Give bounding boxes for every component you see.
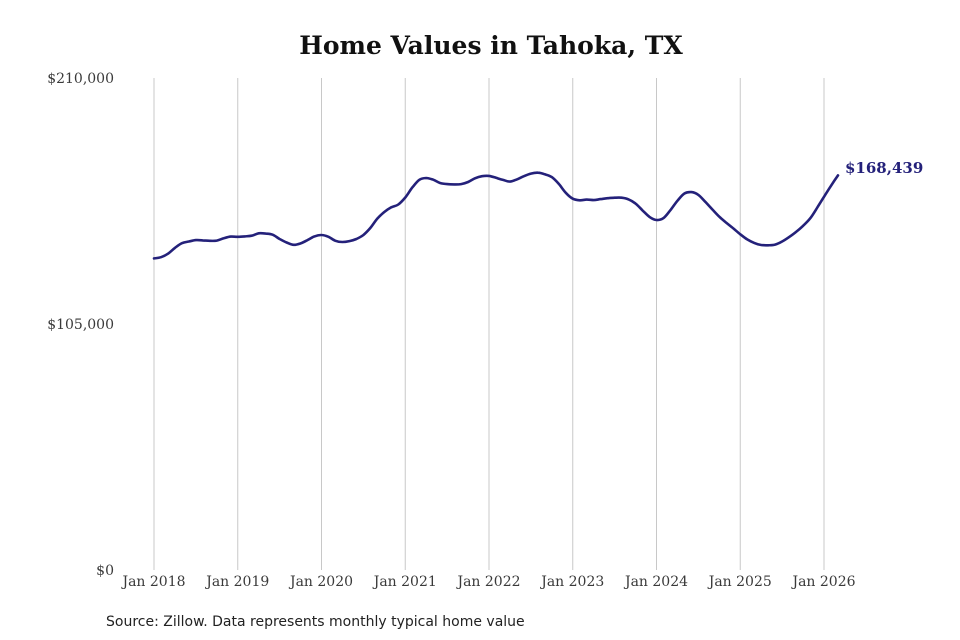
y-tick-label: $0 xyxy=(96,563,114,579)
y-tick-label: $210,000 xyxy=(47,71,114,87)
grid xyxy=(153,78,825,570)
source-note: Source: Zillow. Data represents monthly … xyxy=(106,614,525,630)
x-tick-label: Jan 2026 xyxy=(790,574,855,590)
x-tick-label: Jan 2022 xyxy=(455,574,520,590)
y-axis: $0 $105,000 $210,000 xyxy=(47,71,114,579)
x-tick-label: Jan 2019 xyxy=(204,574,269,590)
x-tick-label: Jan 2021 xyxy=(372,574,437,590)
x-axis: Jan 2018 Jan 2019 Jan 2020 Jan 2021 Jan 2022… xyxy=(120,574,855,590)
chart-title: Home Values in Tahoka, TX xyxy=(299,31,683,60)
end-value-label: $168,439 xyxy=(845,159,923,177)
x-tick-label: Jan 2018 xyxy=(120,574,185,590)
x-tick-label: Jan 2025 xyxy=(707,574,772,590)
series-group xyxy=(152,171,840,260)
series-line-0 xyxy=(152,171,840,260)
x-tick-label: Jan 2020 xyxy=(288,574,353,590)
x-tick-label: Jan 2024 xyxy=(623,574,688,590)
x-tick-label: Jan 2023 xyxy=(539,574,604,590)
y-tick-label: $105,000 xyxy=(47,317,114,333)
